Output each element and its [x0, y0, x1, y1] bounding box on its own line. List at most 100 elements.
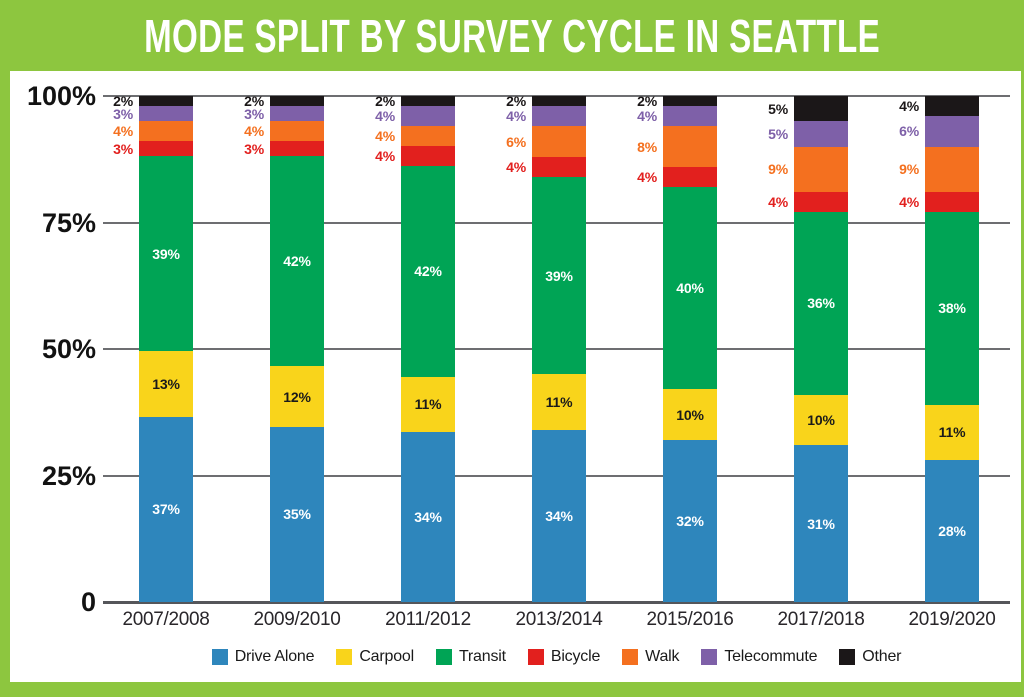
- chart-title: MODE SPLIT BY SURVEY CYCLE IN SEATTLE: [144, 9, 880, 62]
- bar-2011/2012: 42% 11% 34%: [401, 96, 455, 602]
- segment-label: 39%: [152, 245, 180, 262]
- legend-item-other: Other: [839, 648, 901, 666]
- legend-swatch-drive_alone: [211, 649, 228, 665]
- drive_alone-segment: 37%: [139, 416, 193, 602]
- segment-label-outside: 4%: [768, 194, 788, 211]
- bar-2015/2016: 40% 10% 32%: [663, 96, 717, 602]
- telecommute-segment: [663, 106, 717, 127]
- transit-segment: 38%: [925, 212, 979, 405]
- segment-label: 42%: [283, 253, 311, 270]
- segment-label-outside: 2%: [113, 93, 133, 109]
- drive_alone-segment: 35%: [270, 426, 324, 602]
- transit-segment: 40%: [663, 187, 717, 390]
- x-axis-label: 2015/2016: [646, 609, 734, 630]
- segment-label-outside: 6%: [506, 133, 526, 150]
- bicycle-segment: [270, 141, 324, 157]
- segment-label: 34%: [414, 508, 442, 525]
- carpool-segment: 11%: [532, 374, 586, 430]
- segment-label-outside: 2%: [375, 93, 395, 109]
- bar-2009/2010: 42% 12% 35%: [270, 96, 324, 602]
- segment-label-outside: 4%: [113, 123, 133, 140]
- drive_alone-segment: 34%: [532, 429, 586, 602]
- segment-label: 34%: [545, 507, 573, 524]
- bar-2007/2008: 39% 13% 37%: [139, 96, 193, 602]
- segment-label-outside: 4%: [506, 108, 526, 125]
- legend-label: Carpool: [359, 648, 414, 665]
- carpool-segment: 10%: [663, 389, 717, 441]
- segment-label-outside: 4%: [899, 194, 919, 211]
- y-axis-tick-label: 75%: [41, 207, 96, 238]
- segment-label: 31%: [807, 515, 835, 532]
- segment-label-outside: 4%: [637, 108, 657, 125]
- y-axis-tick-label: 100%: [26, 81, 96, 111]
- segment-label-outside: 2%: [244, 93, 264, 109]
- segment-label: 40%: [676, 280, 704, 297]
- legend-label: Drive Alone: [234, 648, 315, 665]
- x-axis-label: 2007/2008: [122, 609, 210, 630]
- legend-swatch-carpool: [336, 649, 353, 665]
- segment-label-outside: 3%: [113, 140, 133, 157]
- drive_alone-segment: 32%: [663, 440, 717, 602]
- segment-label-outside: 8%: [637, 138, 657, 155]
- y-axis-tick-label: 25%: [41, 460, 96, 491]
- gridline-0: [103, 601, 1010, 604]
- other-segment: [794, 96, 848, 122]
- transit-segment: 42%: [270, 156, 324, 367]
- bar-2013/2014: 39% 11% 34%: [532, 96, 586, 602]
- segment-label-outside: 4%: [637, 168, 657, 185]
- segment-label-outside: 4%: [375, 108, 395, 125]
- segment-label: 35%: [283, 506, 311, 523]
- bicycle-segment: [663, 166, 717, 188]
- segment-label: 36%: [807, 295, 835, 312]
- telecommute-segment: [794, 121, 848, 147]
- segment-label-outside: 5%: [768, 100, 788, 117]
- bar-2019/2020: 38% 11% 28%: [925, 96, 979, 602]
- segment-label-outside: 3%: [113, 105, 133, 122]
- carpool-segment: 10%: [794, 394, 848, 446]
- segment-label-outside: 2%: [637, 93, 657, 110]
- other-segment: [532, 96, 586, 107]
- drive_alone-segment: 28%: [925, 460, 979, 602]
- walk-segment: [270, 121, 324, 142]
- segment-label: 32%: [676, 512, 704, 529]
- legend-item-transit: Transit: [435, 648, 506, 666]
- walk-segment: [925, 146, 979, 193]
- legend-item-carpool: Carpool: [336, 648, 414, 666]
- y-axis-tick-label: 0: [80, 587, 96, 617]
- telecommute-segment: [925, 116, 979, 147]
- x-axis-label: 2013/2014: [515, 609, 603, 630]
- x-axis-label: 2017/2018: [777, 609, 865, 630]
- segment-label-outside: 9%: [768, 161, 788, 178]
- walk-segment: [532, 126, 586, 157]
- segment-label-outside: 5%: [768, 125, 788, 142]
- segment-label: 28%: [938, 523, 966, 540]
- legend-label: Walk: [645, 648, 680, 665]
- bicycle-segment: [139, 141, 193, 157]
- drive_alone-segment: 34%: [401, 431, 455, 602]
- legend-item-walk: Walk: [622, 648, 680, 666]
- telecommute-segment: [139, 106, 193, 122]
- bar-2017/2018: 36% 10% 31%: [794, 96, 848, 602]
- other-segment: [925, 96, 979, 117]
- legend-label: Other: [862, 648, 902, 665]
- segment-label: 10%: [807, 411, 835, 428]
- transit-segment: 36%: [794, 212, 848, 395]
- segment-label-outside: 6%: [899, 123, 919, 140]
- segment-label-outside: 3%: [244, 140, 264, 157]
- telecommute-segment: [401, 106, 455, 127]
- title-banner: MODE SPLIT BY SURVEY CYCLE IN SEATTLE: [0, 0, 1024, 71]
- segment-label: 13%: [152, 376, 180, 393]
- y-axis-tick-label: 50%: [41, 334, 96, 364]
- segment-label-outside: 4%: [375, 128, 395, 145]
- transit-segment: 39%: [532, 176, 586, 375]
- segment-label: 12%: [283, 388, 311, 405]
- other-segment: [270, 96, 324, 107]
- legend-label: Bicycle: [550, 648, 601, 665]
- carpool-segment: 13%: [139, 351, 193, 417]
- other-segment: [401, 96, 455, 107]
- other-segment: [663, 96, 717, 107]
- legend-item-telecommute: Telecommute: [701, 648, 817, 666]
- transit-segment: 39%: [139, 156, 193, 352]
- drive_alone-segment: 31%: [794, 445, 848, 602]
- segment-label: 38%: [938, 300, 966, 317]
